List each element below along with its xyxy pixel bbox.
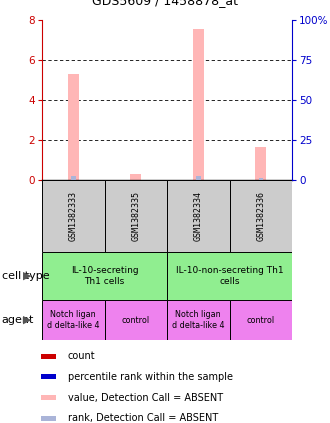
Text: value, Detection Call = ABSENT: value, Detection Call = ABSENT (68, 393, 223, 403)
Text: control: control (247, 316, 275, 324)
FancyBboxPatch shape (105, 300, 167, 340)
Bar (258, 179, 263, 180)
Bar (130, 174, 141, 180)
Bar (68, 74, 79, 180)
Text: Notch ligan
d delta-like 4: Notch ligan d delta-like 4 (172, 310, 224, 330)
Text: ▶: ▶ (23, 271, 31, 281)
Bar (255, 147, 266, 180)
FancyBboxPatch shape (42, 300, 105, 340)
Text: IL-10-non-secreting Th1
cells: IL-10-non-secreting Th1 cells (176, 266, 283, 286)
Bar (41, 416, 56, 421)
Text: agent: agent (2, 315, 34, 325)
FancyBboxPatch shape (167, 252, 292, 300)
FancyBboxPatch shape (167, 180, 229, 252)
Text: percentile rank within the sample: percentile rank within the sample (68, 372, 233, 382)
Text: rank, Detection Call = ABSENT: rank, Detection Call = ABSENT (68, 413, 218, 423)
FancyBboxPatch shape (229, 180, 292, 252)
Text: control: control (122, 316, 150, 324)
Text: GSM1382334: GSM1382334 (194, 191, 203, 241)
Text: count: count (68, 351, 95, 361)
FancyBboxPatch shape (42, 252, 167, 300)
Bar (41, 354, 56, 359)
Text: GSM1382335: GSM1382335 (131, 191, 140, 241)
Text: Notch ligan
d delta-like 4: Notch ligan d delta-like 4 (47, 310, 100, 330)
Text: GSM1382333: GSM1382333 (69, 191, 78, 241)
Bar (41, 374, 56, 379)
Text: GSM1382336: GSM1382336 (256, 191, 265, 241)
FancyBboxPatch shape (167, 300, 229, 340)
FancyBboxPatch shape (229, 300, 292, 340)
Bar (196, 176, 201, 180)
FancyBboxPatch shape (42, 180, 105, 252)
Text: IL-10-secreting
Th1 cells: IL-10-secreting Th1 cells (71, 266, 138, 286)
Text: GDS5609 / 1458878_at: GDS5609 / 1458878_at (92, 0, 238, 7)
Text: ▶: ▶ (23, 315, 31, 325)
Bar (193, 29, 204, 180)
Bar (41, 395, 56, 400)
Bar (71, 176, 76, 180)
FancyBboxPatch shape (105, 180, 167, 252)
Text: cell type: cell type (2, 271, 49, 281)
